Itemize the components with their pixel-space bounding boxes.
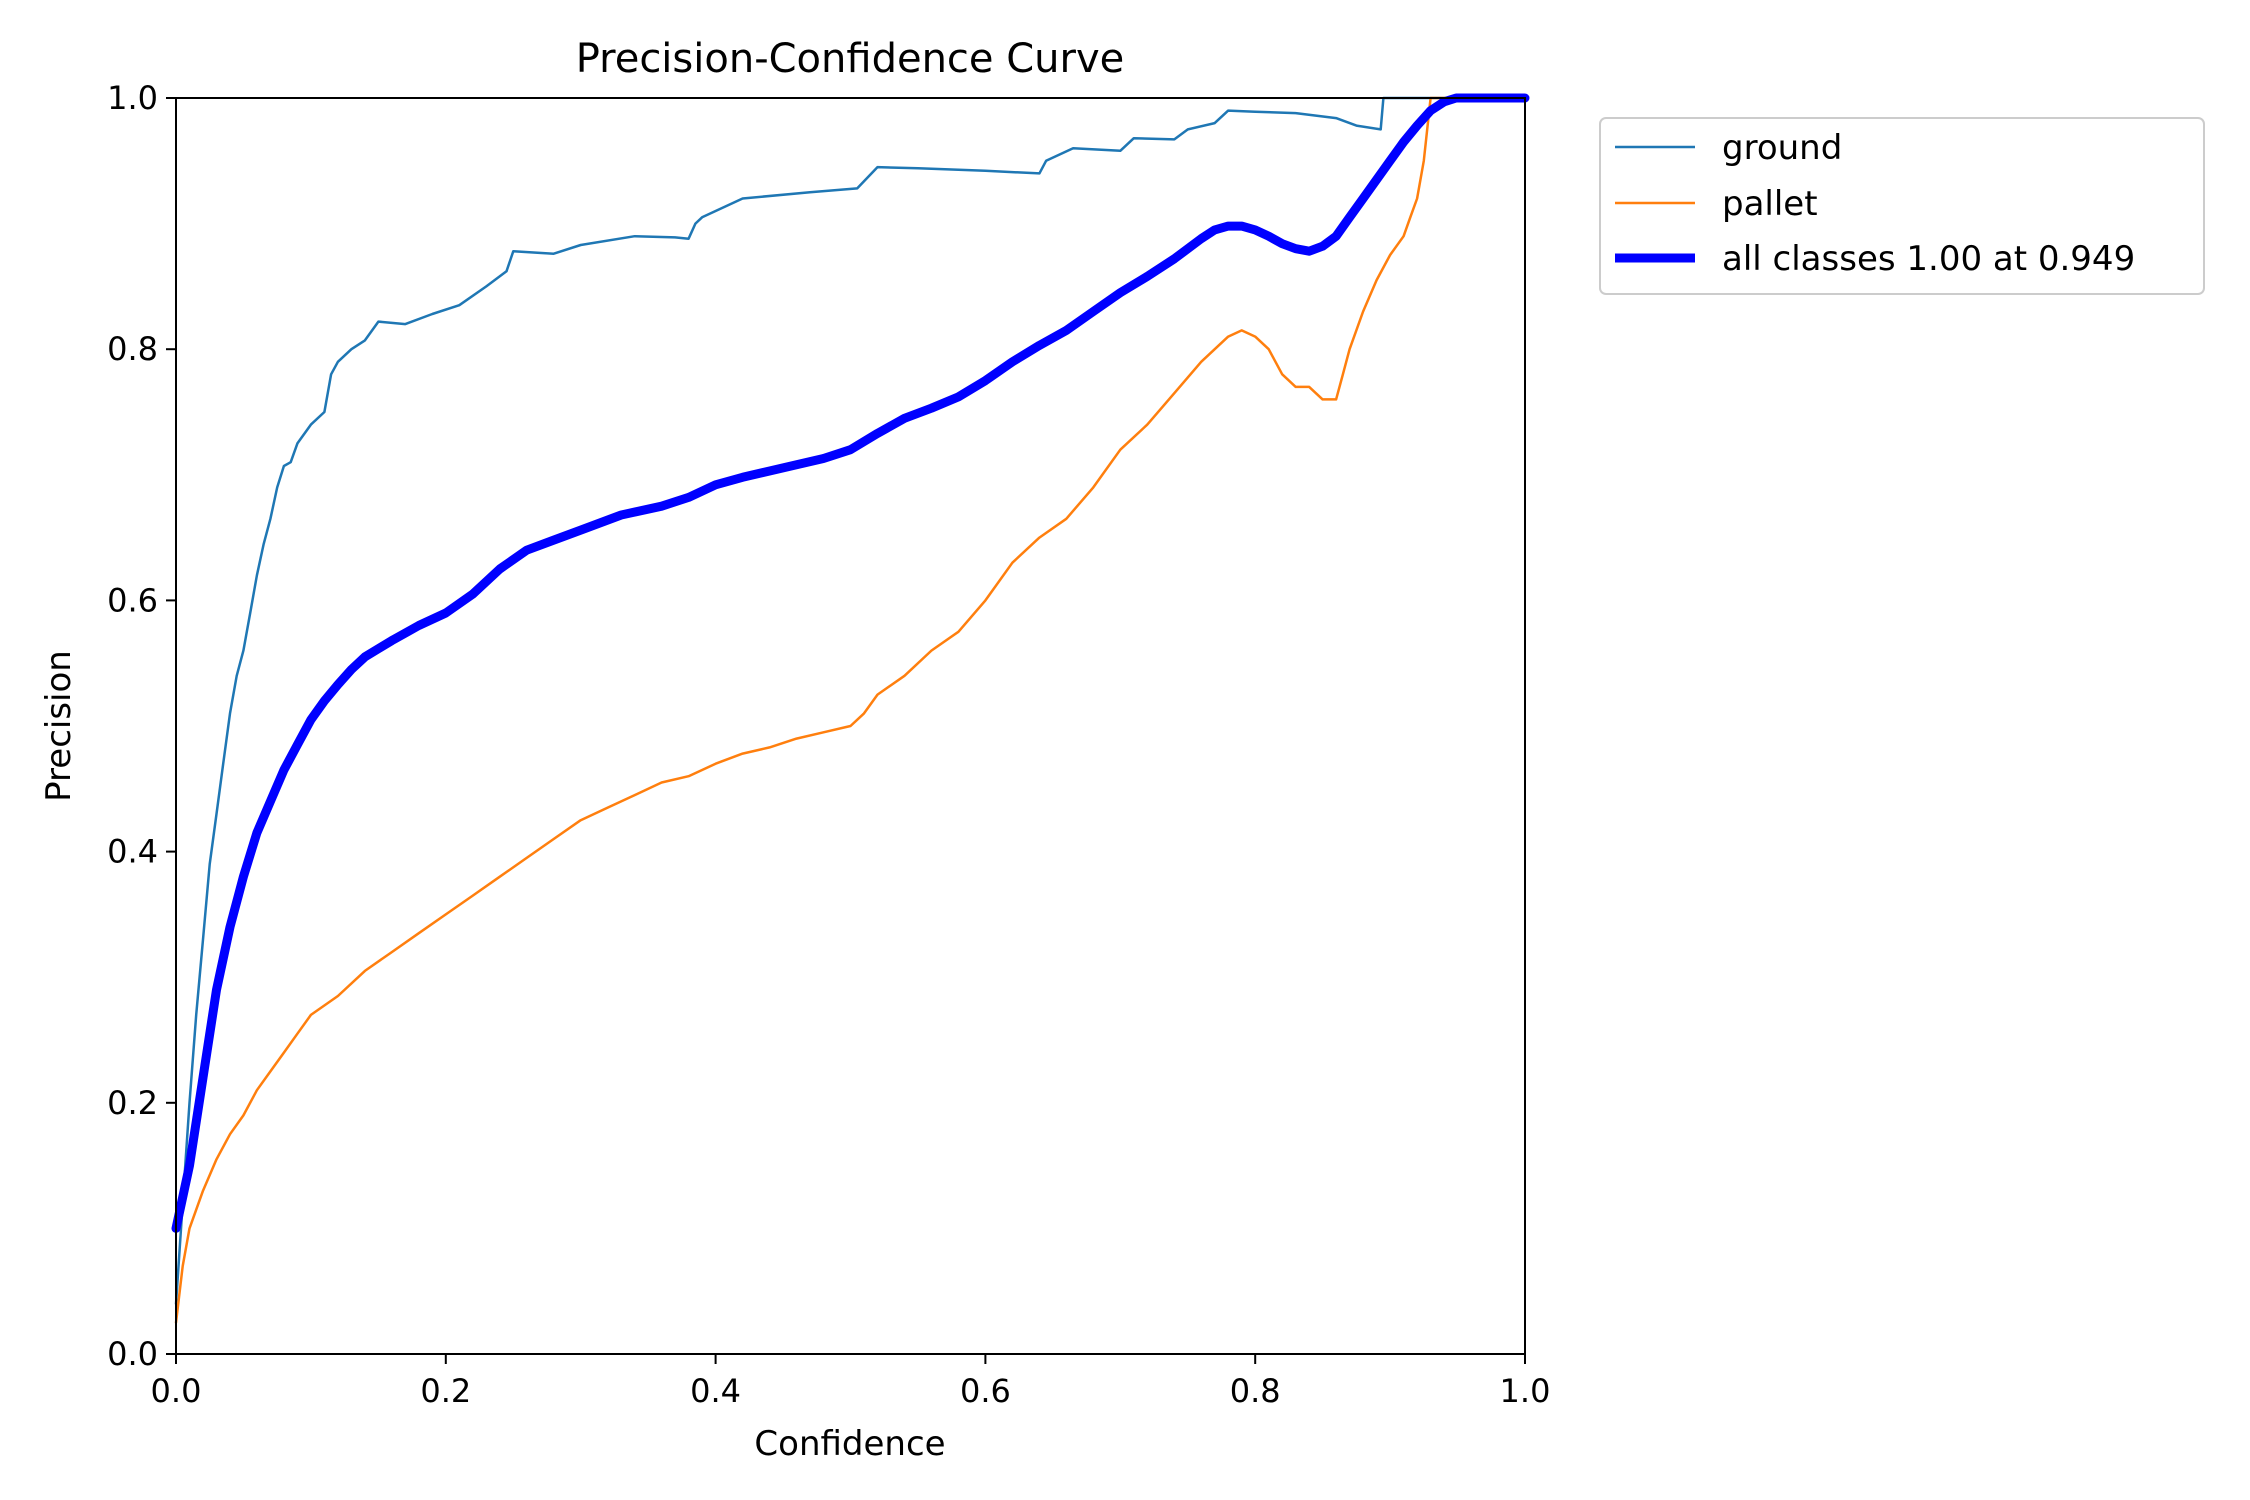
series-line-ground bbox=[174, 96, 1527, 1306]
x-axis: 0.0 0.2 0.4 0.6 0.8 1.0 bbox=[151, 1354, 1551, 1410]
legend-frame bbox=[1599, 117, 2205, 295]
y-tick-label: 0.8 bbox=[107, 330, 158, 368]
x-tick-label: 0.4 bbox=[690, 1372, 741, 1410]
y-tick-label: 0.6 bbox=[107, 581, 158, 619]
plot-frame bbox=[175, 97, 1526, 1355]
legend-label-ground: ground bbox=[1722, 128, 1842, 168]
x-tick-label: 0.8 bbox=[1230, 1372, 1281, 1410]
x-tick-label: 0.2 bbox=[420, 1372, 471, 1410]
legend-label-all-classes: all classes 1.00 at 0.949 bbox=[1722, 239, 2135, 279]
x-tick-label: 0.0 bbox=[151, 1372, 202, 1410]
y-axis: 0.0 0.2 0.4 0.6 0.8 1.0 bbox=[107, 79, 176, 1373]
series-line-all bbox=[171, 93, 1530, 1233]
y-tick-label: 0.4 bbox=[107, 833, 158, 871]
x-tick-label: 1.0 bbox=[1500, 1372, 1551, 1410]
series-line-pallet bbox=[174, 96, 1527, 1324]
chart-title: Precision-Confidence Curve bbox=[576, 36, 1125, 82]
y-tick-label: 0.0 bbox=[107, 1335, 158, 1373]
y-tick-label: 0.2 bbox=[107, 1084, 158, 1122]
legend-label-pallet: pallet bbox=[1722, 184, 1818, 224]
legend: ground pallet all classes 1.00 at 0.949 bbox=[1599, 117, 2205, 295]
series-layer bbox=[171, 93, 1530, 1324]
x-tick-label: 0.6 bbox=[960, 1372, 1011, 1410]
x-axis-label: Confidence bbox=[754, 1424, 945, 1464]
y-tick-label: 1.0 bbox=[107, 79, 158, 117]
y-axis-label: Precision bbox=[39, 650, 79, 802]
